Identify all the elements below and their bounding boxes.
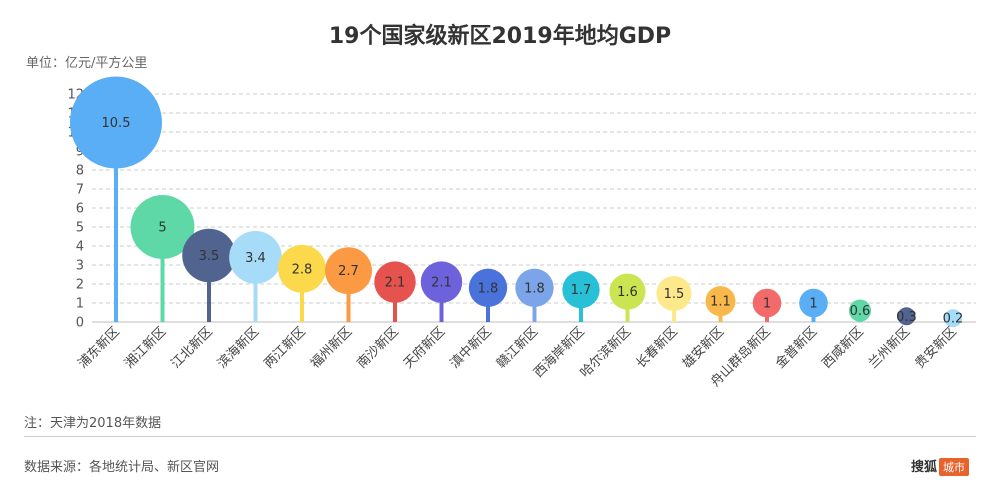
bubble bbox=[656, 275, 692, 312]
x-tick-label: 湘江新区 bbox=[121, 324, 169, 372]
data-label: 3.4 bbox=[245, 251, 266, 266]
data-label: 1 bbox=[809, 297, 817, 312]
bubble-lollipop-chart: 0123456789101112 10.553.53.42.82.72.12.1… bbox=[67, 76, 976, 390]
x-tick-label: 赣江新区 bbox=[493, 324, 541, 372]
x-tick-label: 滇中新区 bbox=[447, 324, 495, 372]
y-tick-label: 3 bbox=[76, 259, 84, 274]
y-tick-label: 7 bbox=[76, 183, 84, 198]
bubble bbox=[752, 288, 782, 318]
bubble bbox=[897, 307, 916, 326]
data-label: 0.2 bbox=[943, 312, 964, 327]
x-tick-label: 西咸新区 bbox=[819, 324, 867, 372]
data-label: 2.8 bbox=[292, 262, 313, 277]
y-tick-label: 4 bbox=[76, 240, 84, 255]
footer-divider bbox=[24, 436, 976, 437]
data-label: 1.8 bbox=[524, 281, 545, 296]
y-axis-unit-label: 单位：亿元/平方公里 bbox=[26, 56, 148, 71]
data-label: 0.6 bbox=[850, 304, 871, 319]
bubble bbox=[374, 261, 416, 303]
footnote: 注：天津为2018年数据 bbox=[24, 416, 162, 431]
x-tick-label: 滨海新区 bbox=[214, 324, 262, 372]
data-label: 2.7 bbox=[338, 264, 359, 279]
bubble bbox=[848, 299, 872, 322]
data-label: 0.3 bbox=[896, 310, 917, 325]
bubble bbox=[70, 76, 162, 169]
bubble bbox=[609, 273, 646, 310]
bubble bbox=[468, 268, 508, 307]
x-tick-label: 江北新区 bbox=[168, 324, 216, 372]
bubble bbox=[182, 228, 236, 283]
bubble bbox=[229, 231, 282, 284]
x-tick-label: 金普新区 bbox=[772, 324, 820, 372]
bubble bbox=[278, 244, 326, 293]
x-tick-label: 长春新区 bbox=[633, 324, 681, 372]
y-tick-label: 0 bbox=[76, 316, 84, 331]
y-tick-label: 9 bbox=[76, 145, 84, 160]
x-tick-label: 兰州新区 bbox=[865, 324, 913, 372]
chart-title: 19个国家级新区2019年地均GDP bbox=[328, 24, 672, 49]
bubble bbox=[325, 247, 372, 295]
y-tick-label: 8 bbox=[76, 164, 84, 179]
y-tick-label: 5 bbox=[76, 221, 84, 236]
bubble bbox=[705, 286, 736, 317]
data-label: 2.1 bbox=[385, 276, 406, 291]
x-tick-label: 福州新区 bbox=[307, 324, 355, 372]
data-label: 1.1 bbox=[710, 295, 731, 310]
bubble bbox=[130, 195, 195, 259]
bubble bbox=[562, 271, 600, 309]
data-label: 5 bbox=[158, 221, 166, 236]
y-tick-label: 2 bbox=[76, 278, 84, 293]
data-label: 3.5 bbox=[199, 249, 220, 264]
y-tick-label: 6 bbox=[76, 202, 84, 217]
bubble bbox=[799, 288, 828, 318]
data-label: 1 bbox=[763, 297, 771, 312]
x-tick-label: 天府新区 bbox=[400, 324, 448, 372]
x-tick-label: 雄安新区 bbox=[679, 324, 727, 372]
x-tick-label: 浦东新区 bbox=[75, 324, 123, 372]
data-label: 10.5 bbox=[102, 116, 131, 131]
bubble bbox=[944, 309, 962, 328]
data-label: 2.1 bbox=[431, 276, 452, 291]
x-axis-labels: 浦东新区 湘江新区 江北新区 滨海新区 两江新区 福州新区 南沙新区 天府新区 滇中新区 赣江新区… bbox=[75, 324, 960, 390]
brand-logo: 搜狐 城市 bbox=[911, 456, 970, 476]
brand-name: 搜狐 bbox=[911, 460, 938, 475]
brand-badge: 城市 bbox=[939, 458, 970, 476]
data-label: 1.5 bbox=[664, 287, 685, 302]
x-tick-label: 贵安新区 bbox=[912, 324, 960, 372]
data-label: 1.6 bbox=[617, 285, 638, 300]
x-tick-label: 哈尔滨新区 bbox=[577, 324, 634, 381]
data-label: 1.8 bbox=[478, 281, 499, 296]
x-tick-label: 两江新区 bbox=[261, 324, 309, 372]
x-tick-label: 南沙新区 bbox=[354, 324, 402, 372]
y-tick-label: 1 bbox=[76, 297, 84, 312]
data-source: 数据来源：各地统计局、新区官网 bbox=[24, 460, 220, 475]
bubbles: 10.5 5 3.5 3.4 2.8 2.7 2.1 2.1 1.8 1.8 1.7 1.6 1.5 1.… bbox=[70, 76, 964, 328]
data-label: 1.7 bbox=[571, 283, 592, 298]
bubble bbox=[515, 268, 554, 307]
bubble bbox=[420, 261, 463, 303]
